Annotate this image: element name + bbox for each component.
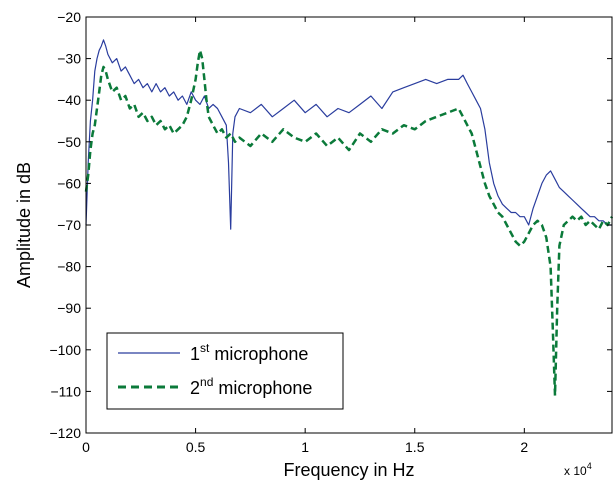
tick-layer: −120 −110 −100 −90 −80 −70 −60 −50 −40 −30 −20 0 0.5… bbox=[49, 9, 612, 455]
legend-entry-2-sup: nd bbox=[200, 375, 213, 389]
y-tick-label: −120 bbox=[49, 425, 81, 441]
series-line-2 bbox=[84, 49, 613, 397]
legend-entry-1-rest: microphone bbox=[209, 344, 308, 364]
y-tick-label: −110 bbox=[51, 383, 82, 399]
legend-entry-series-2: 2nd microphone bbox=[190, 375, 312, 398]
series-line-1 bbox=[85, 39, 612, 230]
x-tick-label: 0.5 bbox=[186, 439, 206, 455]
x-tick-label: 2 bbox=[520, 439, 528, 455]
legend-entry-2-rest: microphone bbox=[213, 378, 312, 398]
x-exponent-label: x 104 bbox=[564, 461, 592, 478]
series-layer bbox=[84, 39, 613, 397]
legend-entry-1-main: 1 bbox=[190, 344, 200, 364]
legend-entry-2-main: 2 bbox=[190, 378, 200, 398]
x-tick-label: 1.5 bbox=[405, 439, 425, 455]
y-tick-label: −30 bbox=[57, 51, 81, 67]
legend: 1st microphone 2nd microphone bbox=[106, 332, 344, 410]
y-tick-label: −60 bbox=[57, 175, 81, 191]
x-axis-label: Frequency in Hz bbox=[283, 460, 414, 480]
legend-box bbox=[106, 332, 344, 410]
y-axis-label: Amplitude in dB bbox=[14, 162, 34, 288]
legend-entry-series-1: 1st microphone bbox=[190, 341, 308, 364]
legend-entry-1-sup: st bbox=[200, 341, 210, 355]
y-tick-label: −40 bbox=[57, 92, 81, 108]
x-tick-label: 1 bbox=[301, 439, 309, 455]
x-tick-label: 0 bbox=[82, 439, 90, 455]
y-tick-label: −80 bbox=[57, 259, 81, 275]
y-tick-label: −70 bbox=[57, 217, 81, 233]
y-tick-label: −100 bbox=[49, 342, 81, 358]
y-tick-label: −90 bbox=[57, 300, 81, 316]
y-tick-label: −20 bbox=[57, 9, 81, 25]
x-exponent-power: 4 bbox=[587, 461, 592, 471]
x-exponent-base: x 10 bbox=[564, 464, 587, 478]
y-tick-label: −50 bbox=[57, 134, 81, 150]
